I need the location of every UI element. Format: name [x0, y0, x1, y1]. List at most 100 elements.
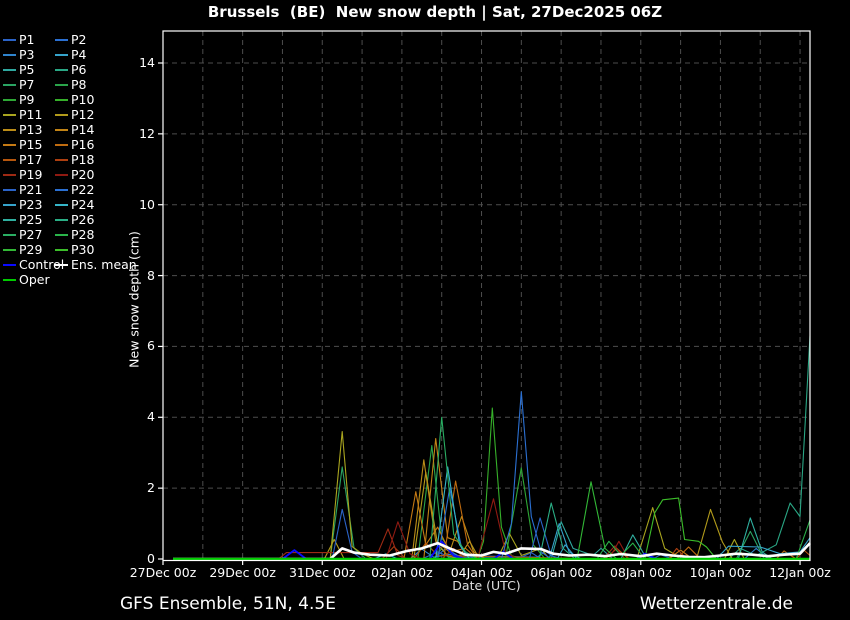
- legend-swatch-line: [3, 143, 16, 146]
- legend-item-p15: P15: [3, 137, 55, 152]
- legend-item-p26: P26: [55, 212, 139, 227]
- legend-swatch-line: [55, 128, 68, 131]
- series-p22: [173, 391, 810, 560]
- x-tick-label: 27Dec 00z: [129, 565, 197, 580]
- legend-label: P30: [71, 242, 95, 257]
- legend-swatch-line: [55, 218, 68, 221]
- legend-label: P20: [71, 167, 95, 182]
- series-p16: [173, 480, 810, 560]
- legend-item-p8: P8: [55, 77, 139, 92]
- series-p10: [173, 407, 810, 560]
- series-p18: [173, 546, 810, 560]
- legend-label: P28: [71, 227, 95, 242]
- series-ens-mean: [173, 541, 811, 561]
- series-p6: [173, 335, 811, 560]
- series-p8: [173, 445, 810, 560]
- legend-label: P23: [19, 197, 43, 212]
- legend-swatch-line: [55, 143, 68, 146]
- x-tick-label: 29Dec 00z: [209, 565, 276, 580]
- legend-swatch-line: [55, 68, 68, 71]
- legend-label: P10: [71, 92, 95, 107]
- legend-item-p29: P29: [3, 242, 55, 257]
- legend-swatch-line: [55, 83, 68, 86]
- legend-item-control: Control: [3, 257, 64, 272]
- y-tick-label: 12: [139, 125, 155, 141]
- series-p9: [173, 467, 810, 560]
- legend-item-p25: P25: [3, 212, 55, 227]
- legend-swatch-line: [55, 113, 68, 116]
- legend-swatch-line: [3, 233, 16, 236]
- y-tick-label: 4: [147, 409, 155, 425]
- legend-label: P21: [19, 182, 43, 197]
- legend-item-oper: Oper: [3, 272, 55, 287]
- legend-label: P11: [19, 107, 43, 122]
- legend-item-p23: P23: [3, 197, 55, 212]
- legend-swatch-line: [55, 38, 68, 41]
- plot-frame: [162, 30, 811, 562]
- x-tick-label: 31Dec 00z: [288, 565, 356, 580]
- legend-item-p1: P1: [3, 32, 55, 47]
- legend-swatch-line: [3, 98, 16, 101]
- legend-label: P27: [19, 227, 43, 242]
- series-p11: [173, 430, 810, 560]
- legend-swatch-line: [55, 53, 68, 56]
- legend-label: P15: [19, 137, 43, 152]
- legend-item-p2: P2: [55, 32, 139, 47]
- legend-label: P29: [19, 242, 43, 257]
- x-tick-label: 08Jan 00z: [609, 565, 672, 580]
- legend-swatch-line: [3, 38, 16, 41]
- legend-swatch-line: [3, 173, 16, 176]
- legend-label: P22: [71, 182, 95, 197]
- y-tick-label: 14: [139, 55, 155, 70]
- series-p24: [173, 466, 810, 560]
- legend-swatch-line: [3, 218, 16, 221]
- legend-label: P19: [19, 167, 43, 182]
- series-p20: [173, 498, 810, 560]
- legend-label: P3: [19, 47, 35, 62]
- series-p12: [173, 471, 810, 560]
- legend-label: P5: [19, 62, 35, 77]
- legend-item-p22: P22: [55, 182, 139, 197]
- legend-label: P2: [71, 32, 87, 47]
- legend-item-p10: P10: [55, 92, 139, 107]
- y-tick-label: 0: [147, 551, 155, 566]
- series-p14: [173, 437, 810, 560]
- legend-label: P7: [19, 77, 35, 92]
- legend-swatch-line: [3, 248, 16, 251]
- legend-item-ens-mean: Ens. mean: [55, 257, 139, 272]
- legend-label: P18: [71, 152, 95, 167]
- legend-label: P12: [71, 107, 95, 122]
- legend-item-p14: P14: [55, 122, 139, 137]
- legend-swatch-line: [55, 98, 68, 101]
- legend: P1 P2 P3 P4 P5 P6 P7 P8 P9 P10 P11 P12 P13 P14 P15 P16 P…: [3, 32, 139, 287]
- legend-item-p20: P20: [55, 167, 139, 182]
- y-tick-label: 10: [139, 196, 155, 212]
- series-p30: [173, 497, 810, 560]
- y-tick-label: 8: [147, 267, 155, 283]
- legend-label: P13: [19, 122, 43, 137]
- legend-swatch-line: [55, 263, 68, 266]
- x-tick-label: 06Jan 00z: [530, 565, 592, 580]
- series-p19: [173, 528, 810, 560]
- legend-label: P1: [19, 32, 35, 47]
- legend-swatch-line: [3, 158, 16, 161]
- legend-swatch-line: [3, 128, 16, 131]
- legend-swatch-line: [55, 203, 68, 206]
- legend-item-p13: P13: [3, 122, 55, 137]
- chart-title: Brussels (BE) New snow depth | Sat, 27De…: [207, 3, 663, 21]
- legend-item-p16: P16: [55, 137, 139, 152]
- legend-item-p7: P7: [3, 77, 55, 92]
- legend-label: P26: [71, 212, 95, 227]
- legend-item-p4: P4: [55, 47, 139, 62]
- legend-item-p30: P30: [55, 242, 139, 257]
- legend-label: Control: [19, 257, 65, 272]
- legend-label: P9: [19, 92, 35, 107]
- legend-swatch-line: [3, 278, 16, 281]
- legend-label: P25: [19, 212, 43, 227]
- model-info-text: GFS Ensemble, 51N, 4.5E: [120, 594, 336, 614]
- watermark-text: Wetterzentrale.de: [639, 594, 793, 614]
- legend-label: P16: [71, 137, 95, 152]
- legend-label: P4: [71, 47, 87, 62]
- legend-item-p24: P24: [55, 197, 139, 212]
- legend-item-p11: P11: [3, 107, 55, 122]
